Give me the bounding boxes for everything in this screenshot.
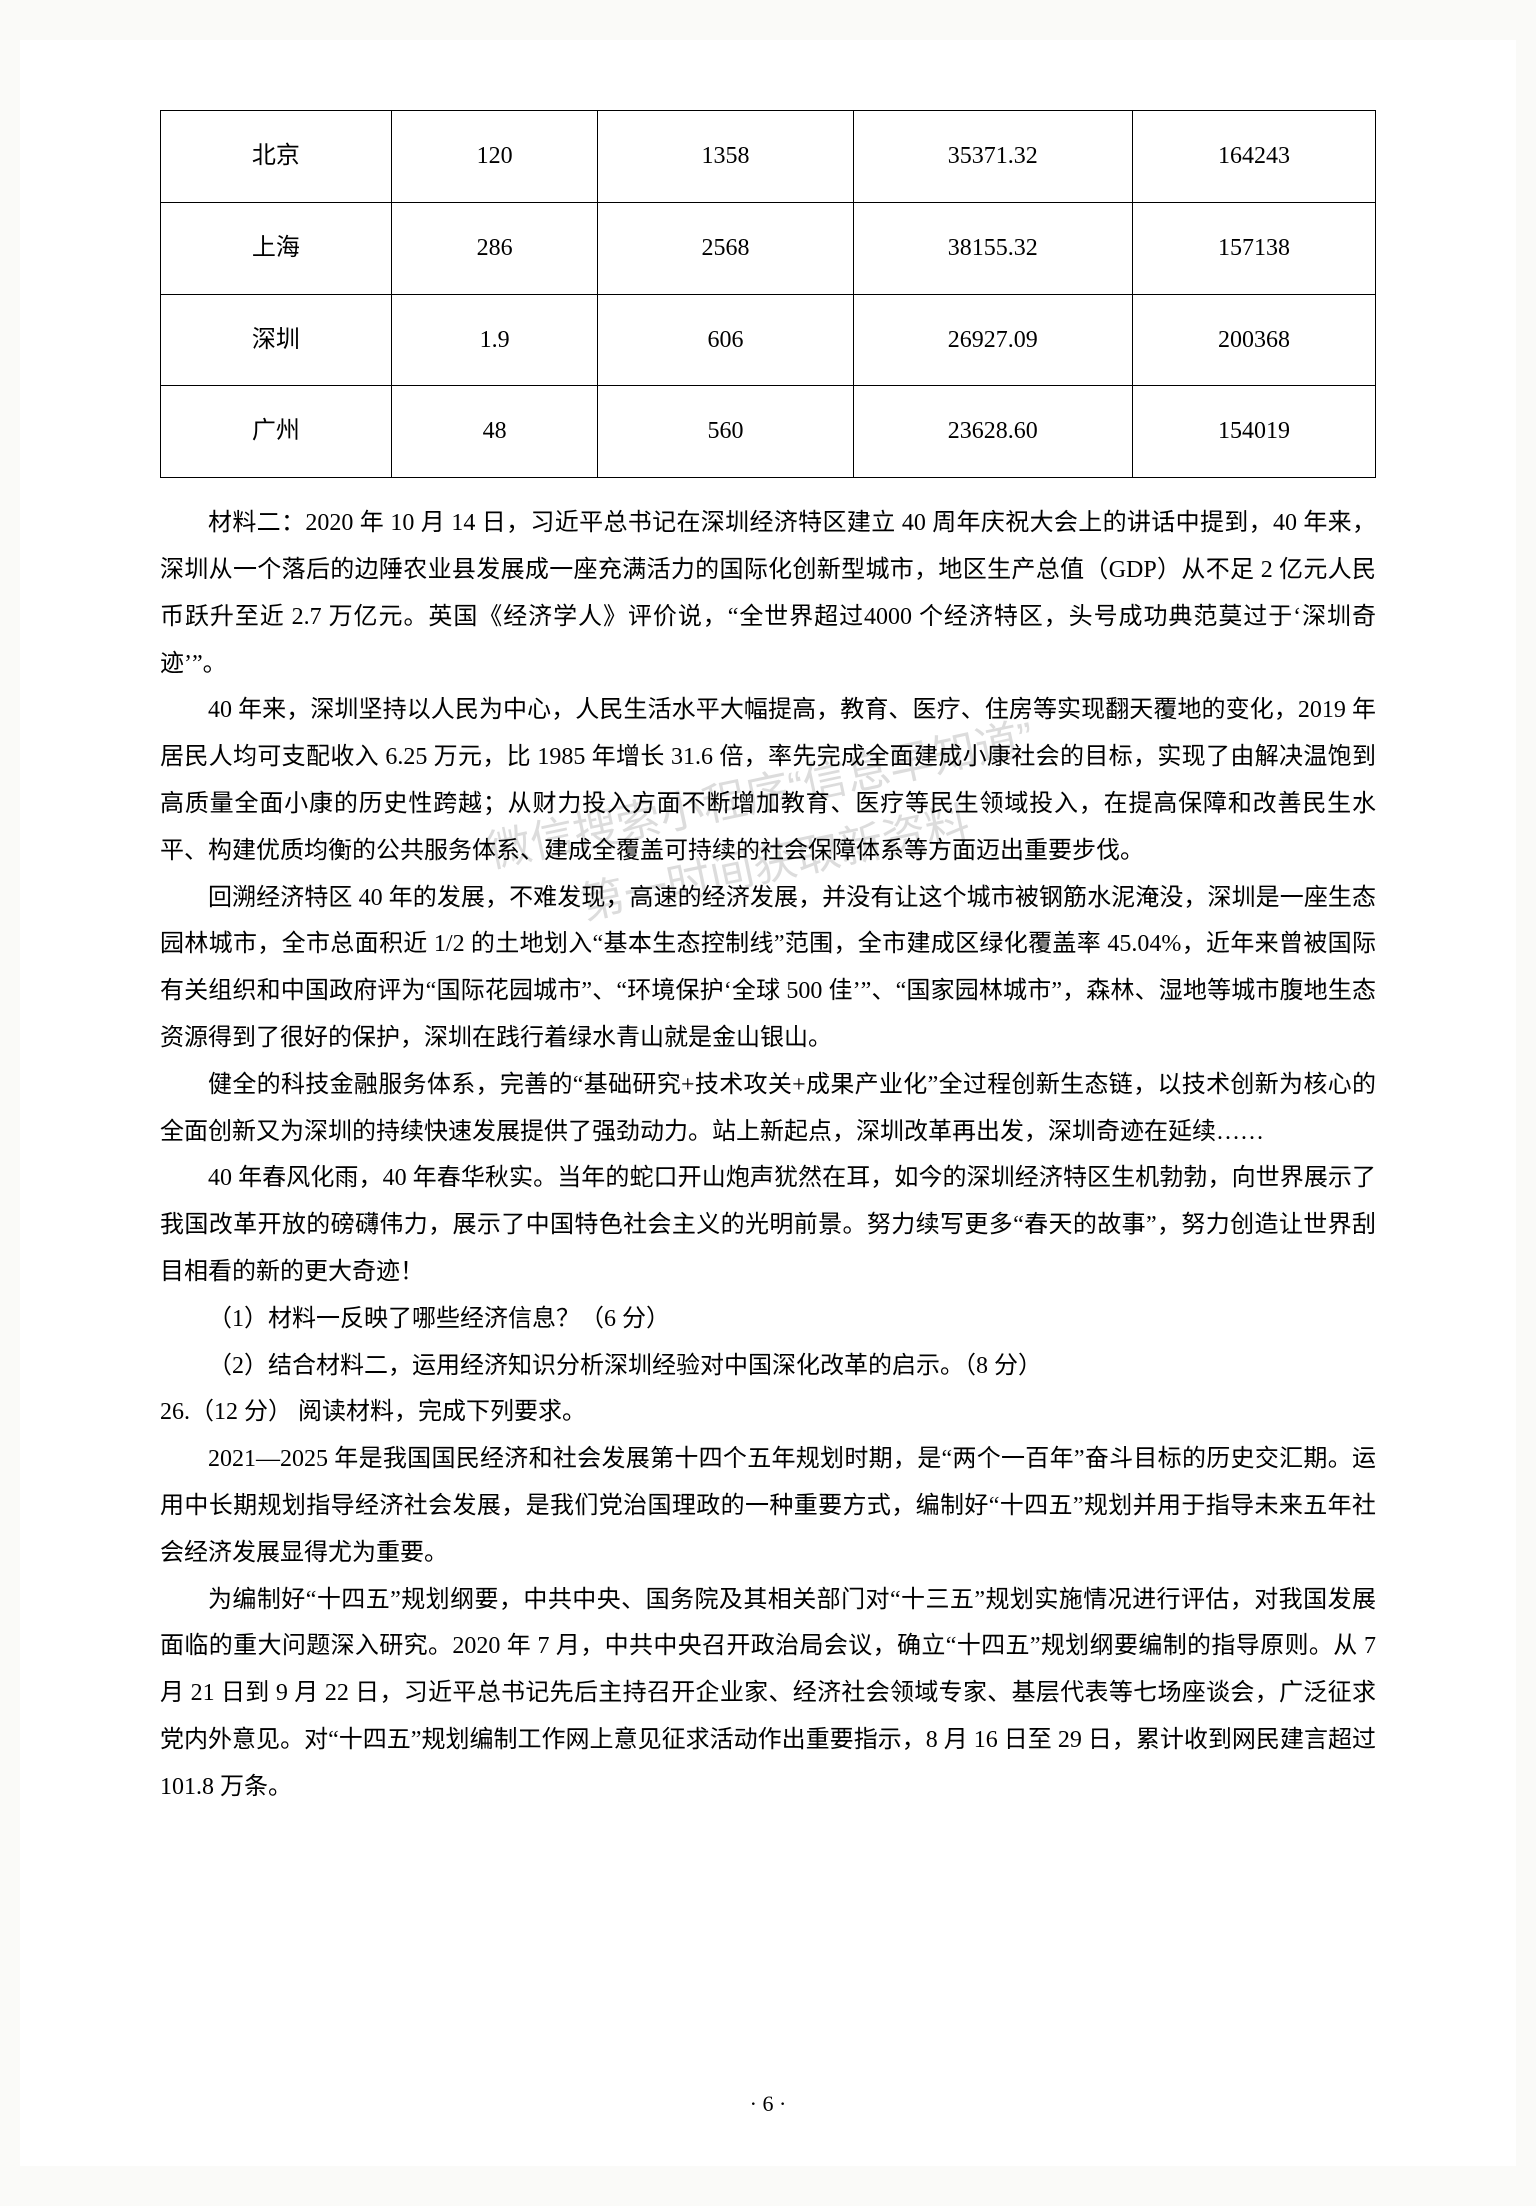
- table-cell: 深圳: [161, 294, 392, 386]
- table-row: 深圳 1.9 606 26927.09 200368: [161, 294, 1376, 386]
- table-cell: 48: [391, 386, 598, 478]
- paragraph-40years-1: 40 年来，深圳坚持以人民为中心，人民生活水平大幅提高，教育、医疗、住房等实现翻…: [160, 687, 1376, 874]
- table-cell: 上海: [161, 202, 392, 294]
- paragraph-ecology: 回溯经济特区 40 年的发展，不难发现，高速的经济发展，并没有让这个城市被钢筋水…: [160, 875, 1376, 1062]
- table-cell: 1358: [598, 111, 853, 203]
- table-cell: 560: [598, 386, 853, 478]
- paragraph-spring: 40 年春风化雨，40 年春华秋实。当年的蛇口开山炮声犹然在耳，如今的深圳经济特…: [160, 1155, 1376, 1295]
- question-2: （2）结合材料二，运用经济知识分析深圳经验对中国深化改革的启示。（8 分）: [160, 1343, 1376, 1390]
- paragraph-145plan-2: 为编制好“十四五”规划纲要，中共中央、国务院及其相关部门对“十三五”规划实施情况…: [160, 1577, 1376, 1811]
- table-cell: 157138: [1132, 202, 1375, 294]
- table-cell: 154019: [1132, 386, 1375, 478]
- table-cell: 北京: [161, 111, 392, 203]
- page-number: · 6 ·: [20, 2083, 1516, 2126]
- table-cell: 2568: [598, 202, 853, 294]
- table-cell: 286: [391, 202, 598, 294]
- page-content: 北京 120 1358 35371.32 164243 上海 286 2568 …: [160, 110, 1376, 1811]
- paragraph-145plan-1: 2021—2025 年是我国国民经济和社会发展第十四个五年规划时期，是“两个一百…: [160, 1436, 1376, 1576]
- table-cell: 23628.60: [853, 386, 1132, 478]
- document-page: 微信搜索小程序“信息早知道” 第一时间获取新资料 北京 120 1358 353…: [20, 40, 1516, 2166]
- table-cell: 164243: [1132, 111, 1375, 203]
- table-cell: 606: [598, 294, 853, 386]
- question-1: （1）材料一反映了哪些经济信息？（6 分）: [160, 1296, 1376, 1343]
- table-cell: 广州: [161, 386, 392, 478]
- question-26-heading: 26.（12 分） 阅读材料，完成下列要求。: [160, 1389, 1376, 1436]
- table-row: 北京 120 1358 35371.32 164243: [161, 111, 1376, 203]
- table-row: 上海 286 2568 38155.32 157138: [161, 202, 1376, 294]
- table-cell: 1.9: [391, 294, 598, 386]
- paragraph-material2: 材料二：2020 年 10 月 14 日，习近平总书记在深圳经济特区建立 40 …: [160, 500, 1376, 687]
- table-cell: 120: [391, 111, 598, 203]
- table-cell: 26927.09: [853, 294, 1132, 386]
- table-cell: 38155.32: [853, 202, 1132, 294]
- paragraph-tech: 健全的科技金融服务体系，完善的“基础研究+技术攻关+成果产业化”全过程创新生态链…: [160, 1062, 1376, 1156]
- table-cell: 35371.32: [853, 111, 1132, 203]
- data-table: 北京 120 1358 35371.32 164243 上海 286 2568 …: [160, 110, 1376, 478]
- table-row: 广州 48 560 23628.60 154019: [161, 386, 1376, 478]
- table-cell: 200368: [1132, 294, 1375, 386]
